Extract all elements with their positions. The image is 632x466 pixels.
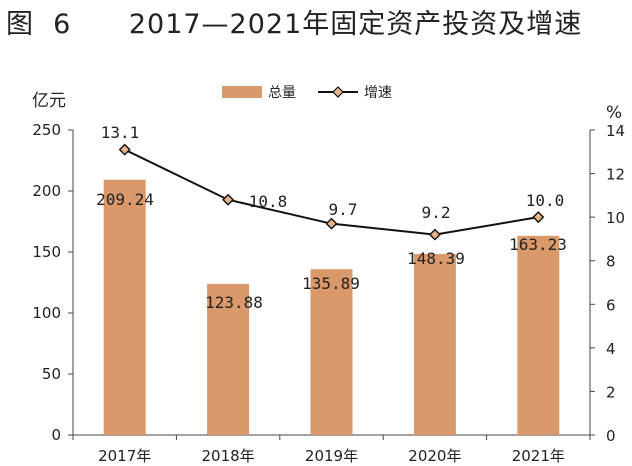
right-tick-label: 8 (606, 253, 616, 271)
legend-marker-growth (332, 86, 344, 98)
left-tick-label: 250 (32, 121, 61, 139)
right-tick-label: 0 (606, 427, 616, 445)
bar (310, 269, 353, 435)
bar-value-label: 148.39 (407, 249, 465, 268)
figure-title: 图 6 2017—2021年固定资产投资及增速 (6, 9, 583, 40)
growth-point-marker (118, 143, 131, 156)
line-value-label: 9.7 (329, 200, 358, 219)
legend: 总量 增速 (222, 85, 392, 101)
x-tick-label: 2019年 (305, 447, 358, 465)
legend-swatch-total (222, 86, 262, 98)
line-value-label: 9.2 (422, 203, 451, 222)
growth-point-marker (325, 217, 338, 230)
left-tick-label: 100 (32, 304, 61, 322)
left-tick-label: 200 (32, 182, 61, 200)
bar (103, 179, 146, 435)
line-value-label: 10.0 (526, 191, 565, 210)
right-tick-label: 14 (606, 122, 625, 140)
growth-point-marker (222, 193, 235, 206)
x-tick-label: 2021年 (512, 447, 565, 465)
right-tick-label: 6 (606, 296, 616, 314)
line-value-label: 10.8 (249, 192, 288, 211)
left-axis-unit: 亿元 (32, 91, 66, 111)
x-tick-label: 2018年 (202, 447, 255, 465)
right-tick-label: 12 (606, 166, 625, 184)
legend-label-total: 总量 (268, 85, 296, 101)
right-tick-label: 10 (606, 209, 625, 227)
left-tick-label: 50 (42, 365, 61, 383)
bars (103, 179, 560, 435)
right-tick-label: 4 (606, 340, 616, 358)
line-value-label: 13.1 (101, 123, 140, 142)
growth-point-marker (428, 228, 441, 241)
bar (517, 235, 560, 435)
data-labels: 209.24 123.88 135.89 148.39 163.23 13.1 10.8 9.… (96, 123, 567, 312)
bar (207, 283, 250, 435)
left-tick-label: 150 (32, 243, 61, 261)
legend-label-growth: 增速 (364, 85, 392, 101)
bar-value-label: 209.24 (96, 190, 154, 209)
bar-value-label: 123.88 (205, 293, 263, 312)
x-tick-label: 2017年 (98, 447, 151, 465)
x-tick-label: 2020年 (408, 447, 461, 465)
right-tick-label: 2 (606, 383, 616, 401)
right-axis-unit: % (606, 103, 622, 123)
growth-point-marker (532, 211, 545, 224)
bar-value-label: 163.23 (509, 235, 567, 254)
bar-value-label: 135.89 (302, 274, 360, 293)
left-tick-label: 0 (51, 426, 61, 444)
bar (413, 253, 456, 435)
growth-line (118, 143, 545, 241)
